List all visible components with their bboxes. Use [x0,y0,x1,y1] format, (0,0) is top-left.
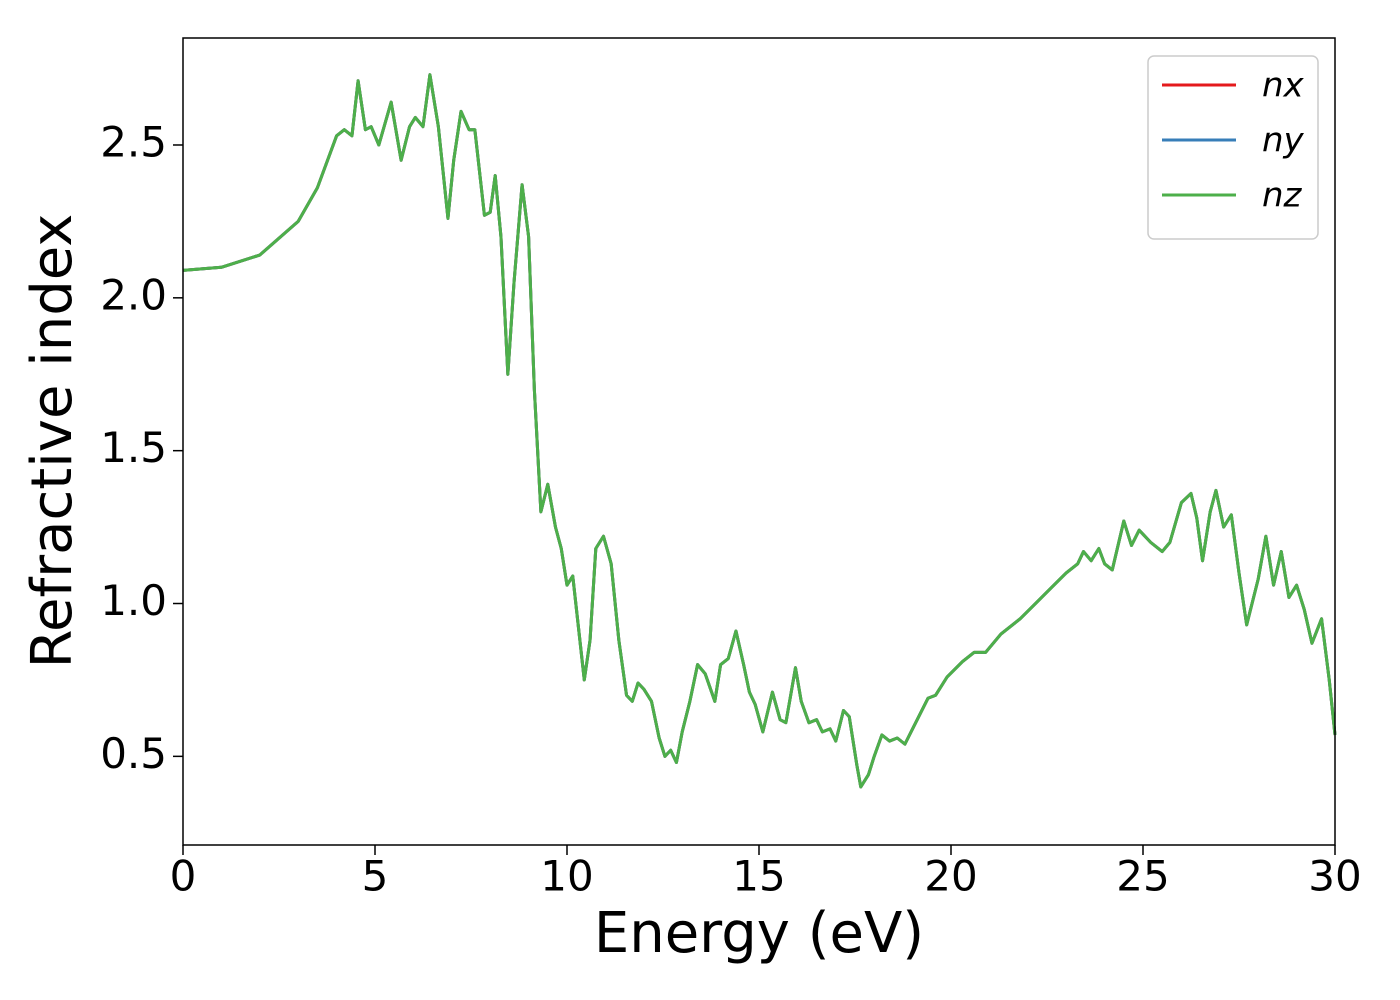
legend-box [1147,55,1319,240]
line-series [182,73,1337,789]
x-tick-label: 15 [732,852,785,901]
x-axis-label: Energy (eV) [594,901,924,966]
legend-label: nx [1262,66,1305,106]
x-tick-label: 30 [1308,852,1361,901]
x-tick-label: 10 [540,852,593,901]
x-tick-label: 0 [170,852,197,901]
y-tick-label: 1.5 [100,423,167,472]
x-tick-label: 25 [1116,852,1169,901]
y-tick-label: 2.5 [100,117,167,166]
y-tick-label: 0.5 [100,729,167,778]
y-tick-label: 2.0 [100,270,167,319]
plot-frame [182,37,1336,846]
legend-label: nz [1262,176,1303,216]
y-axis-label: Refractive index [20,214,85,669]
x-tick-label: 5 [362,852,389,901]
x-tick-label: 20 [924,852,977,901]
legend-label: ny [1262,121,1305,161]
y-tick-label: 1.0 [100,576,167,625]
